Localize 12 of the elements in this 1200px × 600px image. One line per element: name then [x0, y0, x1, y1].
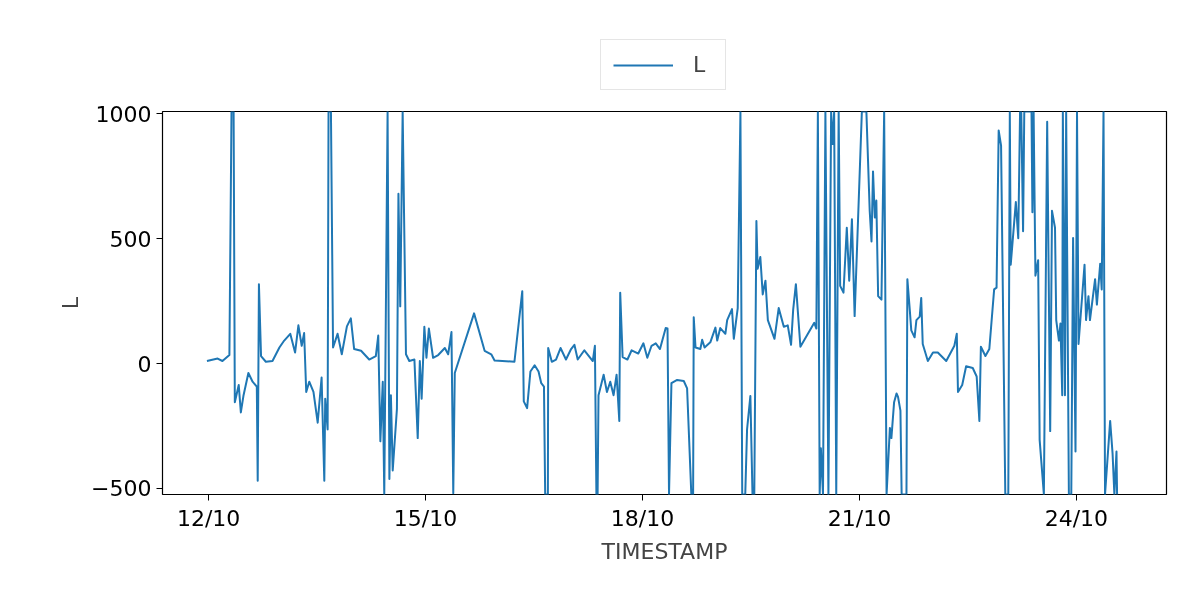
y-axis-title: L [58, 296, 84, 310]
x-tick-label: 24/10 [1044, 505, 1109, 531]
x-tick-label: 12/10 [176, 505, 241, 531]
y-tick-label: −500 [91, 476, 152, 502]
x-tick-label: 21/10 [827, 505, 892, 531]
x-axis-title: TIMESTAMP [600, 538, 728, 564]
y-tick-label: 500 [109, 226, 152, 252]
x-tick-label: 18/10 [610, 505, 675, 531]
y-tick-label: 0 [137, 351, 152, 377]
legend-label: L [693, 52, 707, 77]
x-tick-label: 15/10 [393, 505, 458, 531]
y-tick-label: 1000 [95, 102, 152, 127]
